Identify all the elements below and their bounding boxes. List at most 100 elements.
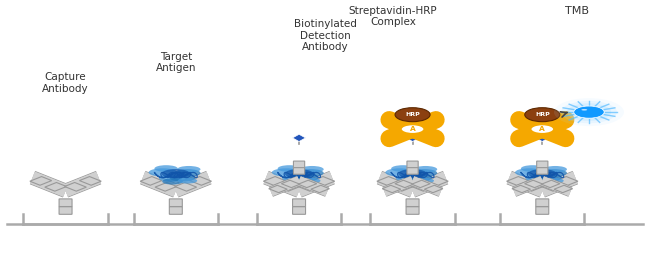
Bar [382,185,401,193]
Ellipse shape [414,166,437,173]
Bar [541,183,563,191]
Circle shape [574,106,604,118]
Ellipse shape [278,165,301,172]
Text: Streptavidin-HRP
Complex: Streptavidin-HRP Complex [349,6,437,28]
Bar [521,183,543,191]
Bar [554,185,573,193]
Ellipse shape [515,168,543,177]
FancyBboxPatch shape [59,199,72,206]
Ellipse shape [528,178,549,185]
Bar [263,177,285,185]
Ellipse shape [391,165,415,172]
Text: A: A [410,126,415,132]
Bar [395,180,413,188]
Ellipse shape [525,174,549,182]
Circle shape [561,101,617,123]
Circle shape [567,103,611,121]
FancyBboxPatch shape [293,168,305,174]
Text: Capture
Antibody: Capture Antibody [42,72,89,94]
Ellipse shape [159,174,182,182]
Text: TMB: TMB [565,6,589,16]
Ellipse shape [300,166,324,173]
Bar [64,183,86,191]
Ellipse shape [155,165,177,172]
Ellipse shape [292,174,318,181]
Bar [426,177,448,185]
FancyBboxPatch shape [407,161,418,168]
Bar [298,183,320,191]
Circle shape [395,108,430,122]
Ellipse shape [396,174,419,182]
Ellipse shape [541,169,567,177]
Bar [556,177,578,185]
Circle shape [530,125,554,134]
Bar [155,183,177,191]
Bar [79,177,101,185]
Ellipse shape [285,169,313,178]
Bar [278,183,300,191]
Ellipse shape [298,169,324,177]
Ellipse shape [177,166,200,173]
Ellipse shape [536,174,562,181]
Ellipse shape [285,178,306,185]
Bar [424,185,443,193]
Ellipse shape [415,178,434,184]
Circle shape [525,108,560,122]
Text: HRP: HRP [405,112,420,117]
Bar [190,177,211,185]
Bar [298,180,317,188]
FancyBboxPatch shape [406,207,419,214]
Polygon shape [292,134,306,141]
Bar [140,177,162,185]
Ellipse shape [301,178,320,184]
Bar [512,185,530,193]
Ellipse shape [149,168,177,177]
Ellipse shape [177,178,197,184]
FancyBboxPatch shape [407,168,418,174]
Bar [313,177,335,185]
Text: Target
Antigen: Target Antigen [155,51,196,73]
FancyBboxPatch shape [59,207,72,214]
FancyBboxPatch shape [536,199,549,206]
Ellipse shape [170,174,195,181]
Bar [541,180,560,188]
Ellipse shape [521,165,544,172]
Text: A: A [540,126,545,132]
Bar [392,183,413,191]
FancyBboxPatch shape [170,207,182,214]
Bar [175,183,196,191]
Bar [311,185,330,193]
Circle shape [401,125,424,134]
Bar [268,185,287,193]
FancyBboxPatch shape [170,199,182,206]
FancyBboxPatch shape [537,161,548,168]
Ellipse shape [411,169,437,177]
Bar [411,183,434,191]
Bar [45,183,66,191]
Ellipse shape [528,169,556,178]
Bar [281,180,300,188]
Bar [377,177,398,185]
Bar [525,180,543,188]
Bar [411,180,430,188]
Ellipse shape [406,174,432,181]
Ellipse shape [581,109,587,110]
Text: Biotinylated
Detection
Antibody: Biotinylated Detection Antibody [294,19,356,53]
Ellipse shape [398,169,427,178]
Ellipse shape [162,169,190,178]
Polygon shape [536,134,549,141]
Polygon shape [406,134,419,141]
Ellipse shape [544,178,564,184]
Ellipse shape [174,169,200,177]
FancyBboxPatch shape [537,168,548,174]
FancyBboxPatch shape [536,207,549,214]
FancyBboxPatch shape [292,207,306,214]
FancyBboxPatch shape [292,199,306,206]
Ellipse shape [162,178,183,185]
Bar [506,177,528,185]
Ellipse shape [385,168,414,177]
Bar [30,177,52,185]
Ellipse shape [543,166,567,173]
Text: HRP: HRP [535,112,550,117]
FancyBboxPatch shape [406,199,419,206]
